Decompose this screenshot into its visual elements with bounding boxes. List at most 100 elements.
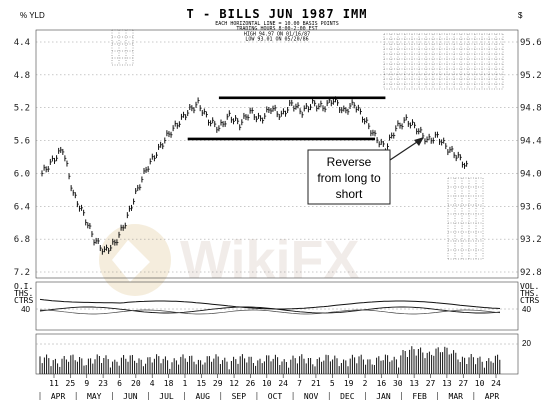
oi-tick-right: 40 [522, 305, 531, 314]
yield-tick-label: 6.8 [14, 235, 30, 245]
month-label: JAN [376, 392, 391, 401]
oi-label-right: THS. [520, 289, 539, 298]
x-tick-label: 9 [84, 379, 89, 388]
volume-panel-frame [35, 333, 519, 375]
subtitle-line: TRADING HOURS 8:00-2:00 EST [236, 26, 317, 32]
price-tick-label: 93.6 [520, 202, 542, 212]
price-tick-label: 95.6 [520, 38, 542, 48]
annotation-arrowhead [414, 137, 424, 146]
month-axis: APR MAY JUN JUL AUG SEP OCT NOV DEC JAN FEB MAR APR [39, 392, 499, 401]
x-tick-label: 13 [409, 379, 419, 388]
annotation-line-1: Reverse [327, 155, 372, 169]
month-label: OCT [268, 392, 283, 401]
x-tick-label: 4 [150, 379, 155, 388]
oi-line [39, 306, 501, 314]
chart-title: T - BILLS JUN 1987 IMM [187, 7, 368, 21]
yield-tick-label: 6.4 [14, 202, 30, 212]
watermark-logo-mark [112, 240, 150, 282]
watermark-text: WikiFX [180, 230, 360, 290]
yield-tick-label: 4.4 [14, 38, 30, 48]
oi-tick-left: 40 [21, 305, 30, 314]
x-tick-label: 10 [262, 379, 272, 388]
oi-label-left: CTRS [14, 296, 33, 305]
month-label: MAY [87, 392, 102, 401]
oi-line [39, 309, 501, 315]
x-tick-label: 19 [344, 379, 354, 388]
yield-tick-label: 5.6 [14, 137, 30, 147]
price-tick-label: 93.2 [520, 235, 542, 245]
oi-labels-right: VOL.THS.CTRS [520, 282, 539, 305]
yield-tick-label: 5.2 [14, 104, 30, 114]
x-tick-label: 6 [117, 379, 122, 388]
x-tick-label: 24 [491, 379, 501, 388]
annotation-line-2: from long to [317, 171, 381, 185]
x-tick-label: 7 [297, 379, 302, 388]
month-label: DEC [340, 392, 355, 401]
price-axis: 95.6 95.2 94.8 94.4 94.0 93.6 93.2 92.8 [520, 38, 542, 278]
x-tick-label: 24 [278, 379, 288, 388]
x-tick-label: 27 [458, 379, 468, 388]
x-tick-label: 25 [66, 379, 76, 388]
month-label: AUG [195, 392, 210, 401]
x-tick-label: 10 [475, 379, 485, 388]
annotation-arrow [389, 139, 421, 161]
yield-tick-label: 6.0 [14, 169, 30, 179]
annotation: Reverse from long to short [307, 137, 424, 205]
x-tick-label: 29 [213, 379, 223, 388]
annotation-line-3: short [336, 187, 363, 201]
annotation-box [307, 149, 391, 205]
yield-tick-label: 7.2 [14, 268, 30, 278]
volume-series [39, 346, 501, 374]
month-label: SEP [232, 392, 247, 401]
oi-label-left: THS. [14, 289, 33, 298]
x-tick-label: 20 [131, 379, 141, 388]
x-tick-label: 11 [49, 379, 59, 388]
chart-subtitle: EACH HORIZONTAL LINE = 10.00 BASIS POINT… [215, 21, 338, 43]
subtitle-line: EACH HORIZONTAL LINE = 10.00 BASIS POINT… [215, 21, 338, 27]
x-tick-label: 27 [426, 379, 436, 388]
price-tick-label: 94.4 [520, 137, 542, 147]
left-axis-label: % YLD [20, 11, 45, 20]
x-tick-label: 23 [98, 379, 108, 388]
price-tick-label: 94.8 [520, 104, 542, 114]
month-label: APR [51, 392, 66, 401]
price-tick-label: 94.0 [520, 169, 542, 179]
x-tick-label: 12 [229, 379, 239, 388]
grid-lines [36, 41, 518, 273]
watermark: WikiFX [99, 224, 360, 296]
month-label: FEB [412, 392, 427, 401]
yield-axis: 4.4 4.8 5.2 5.6 6.0 6.4 6.8 7.2 [14, 38, 30, 278]
x-tick-label: 1 [183, 379, 188, 388]
month-label: JUL [159, 392, 174, 401]
price-tick-label: 95.2 [520, 71, 542, 81]
x-tick-label: 30 [393, 379, 403, 388]
x-tick-label: 16 [377, 379, 387, 388]
right-axis-label: $ [518, 11, 523, 20]
oi-panel-frame [35, 281, 519, 331]
oi-labels-left: O.I.THS.CTRS [14, 282, 33, 305]
price-panel-frame [35, 29, 519, 279]
oi-label-right: VOL. [520, 282, 539, 291]
x-tick-label: 26 [246, 379, 256, 388]
month-label: NOV [304, 392, 319, 401]
price-tick-label: 92.8 [520, 268, 542, 278]
x-tick-label: 21 [311, 379, 321, 388]
month-label: JUN [123, 392, 138, 401]
month-label: MAR [449, 392, 464, 401]
subtitle-line: LOW 93.01 ON 05/20/86 [245, 37, 308, 43]
x-tick-label: 15 [197, 379, 207, 388]
subtitle-line: HIGH 94.97 ON 01/16/87 [244, 31, 310, 37]
dot-grids [111, 29, 504, 260]
volume-tick: 20 [522, 339, 531, 348]
oi-series [39, 298, 501, 315]
x-axis: 11 25 9 23 6 20 4 18 1 15 29 12 26 10 24 7 21 5 19 2 16 30 13 2… [49, 374, 501, 388]
x-tick-label: 5 [330, 379, 335, 388]
x-tick-label: 18 [164, 379, 174, 388]
x-tick-label: 2 [363, 379, 368, 388]
x-tick-label: 13 [442, 379, 452, 388]
yield-tick-label: 4.8 [14, 71, 30, 81]
oi-label-left: O.I. [14, 282, 33, 291]
trendlines [187, 96, 386, 141]
